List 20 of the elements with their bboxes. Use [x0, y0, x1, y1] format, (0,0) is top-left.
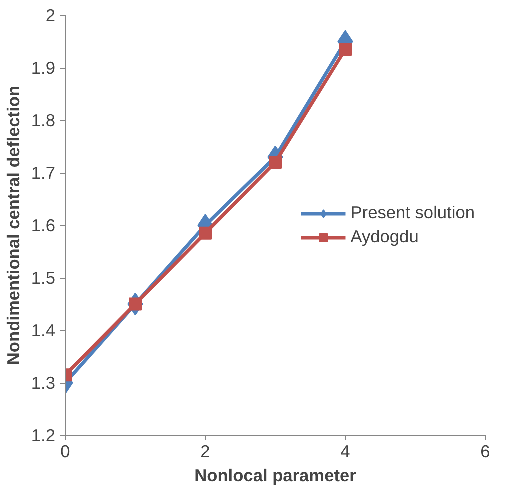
x-axis-title: Nonlocal parameter	[194, 466, 357, 486]
y-axis-title: Nondimentional central deflection	[3, 86, 24, 366]
y-tick-label: 1.8	[31, 110, 56, 130]
y-tick-label: 1.3	[31, 373, 56, 393]
y-tick-label: 1.6	[31, 216, 56, 236]
point	[199, 226, 212, 240]
y-tick-label: 2	[46, 6, 56, 26]
point	[269, 156, 282, 169]
y-tick-label: 1.5	[31, 268, 56, 288]
y-tick-label: 1.4	[31, 320, 56, 340]
x-tick-label: 0	[60, 442, 70, 462]
x-tick-label: 4	[340, 442, 351, 462]
x-tick-label: 2	[200, 442, 210, 462]
y-tick-label: 1.2	[31, 426, 56, 446]
legend-label: Present solution	[350, 202, 475, 224]
y-tick-label: 1.7	[31, 163, 56, 183]
point	[339, 43, 352, 56]
y-tick-label: 1.9	[31, 58, 56, 78]
legend-label: Aydogdu	[350, 226, 419, 248]
x-tick-label: 6	[480, 442, 490, 462]
